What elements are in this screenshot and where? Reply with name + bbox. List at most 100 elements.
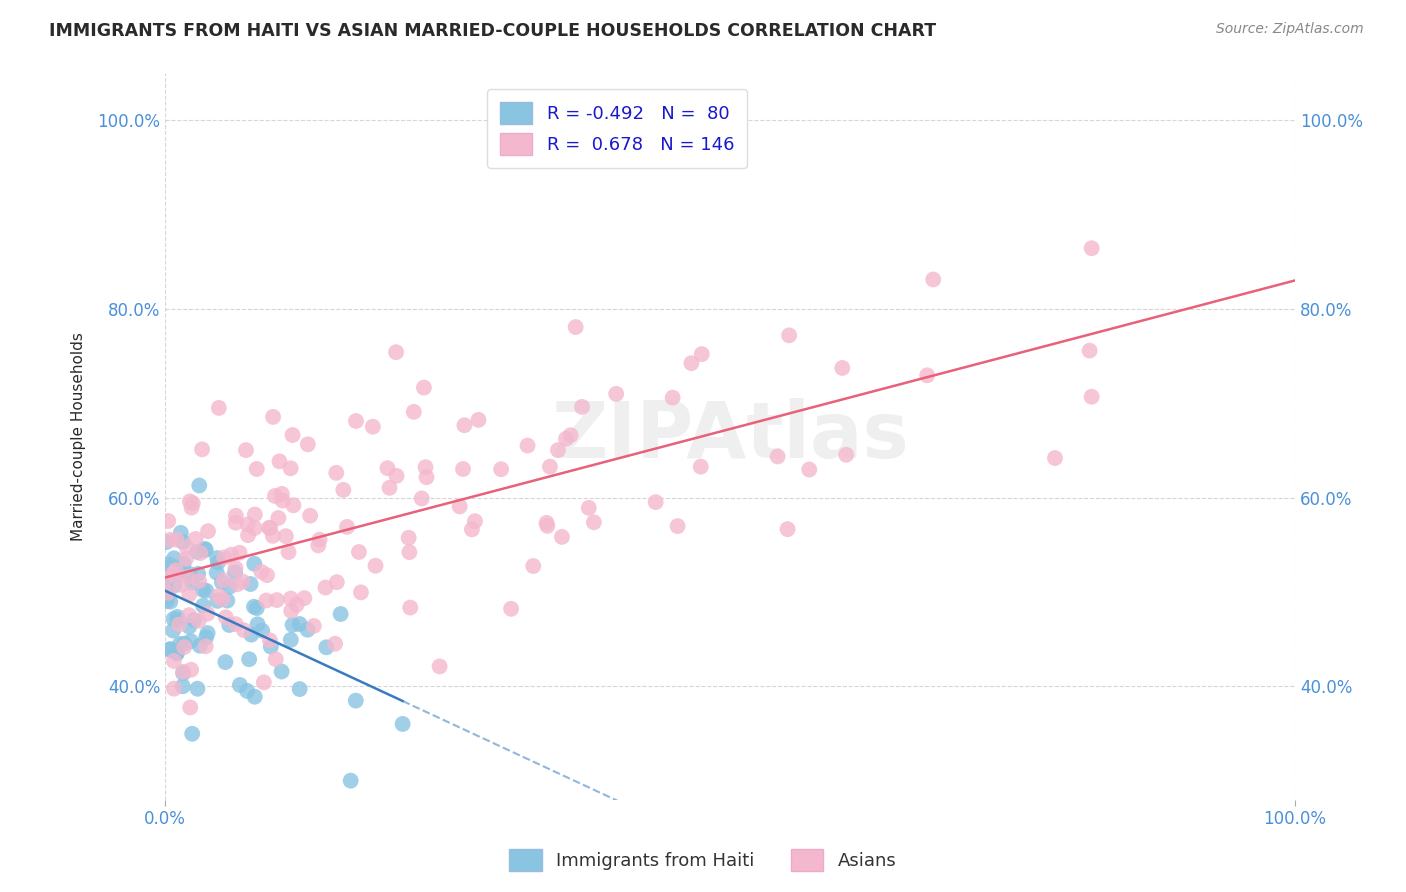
Point <box>253 675 276 690</box>
Point <box>194 640 217 654</box>
Point <box>243 690 266 704</box>
Point <box>666 519 689 533</box>
Point <box>159 560 181 574</box>
Point <box>326 575 349 590</box>
Point <box>277 545 299 559</box>
Point <box>325 466 347 480</box>
Point <box>415 460 437 475</box>
Point <box>243 557 266 571</box>
Point <box>224 566 246 580</box>
Point <box>336 520 359 534</box>
Point <box>267 511 290 525</box>
Point <box>194 542 217 557</box>
Point <box>207 594 229 608</box>
Point <box>329 607 352 621</box>
Point <box>157 514 180 528</box>
Point <box>536 519 558 533</box>
Point <box>226 577 249 591</box>
Point <box>156 571 179 585</box>
Point <box>262 529 284 543</box>
Point <box>254 593 277 607</box>
Point <box>228 546 250 560</box>
Point <box>225 516 247 530</box>
Point <box>180 500 202 515</box>
Point <box>766 450 789 464</box>
Point <box>224 561 246 575</box>
Point <box>235 443 257 458</box>
Point <box>172 679 194 693</box>
Point <box>689 459 711 474</box>
Point <box>195 583 218 598</box>
Point <box>181 496 204 510</box>
Point <box>232 623 254 637</box>
Point <box>350 585 373 599</box>
Point <box>197 607 219 621</box>
Point <box>302 619 325 633</box>
Point <box>177 608 200 623</box>
Point <box>167 563 190 577</box>
Point <box>163 654 186 668</box>
Point <box>236 517 259 532</box>
Point <box>246 601 269 615</box>
Point <box>776 522 799 536</box>
Point <box>163 612 186 626</box>
Point <box>661 391 683 405</box>
Point <box>690 347 713 361</box>
Point <box>831 361 853 376</box>
Point <box>281 618 304 632</box>
Point <box>250 624 273 638</box>
Point <box>188 546 211 560</box>
Point <box>467 413 489 427</box>
Point <box>280 604 302 618</box>
Point <box>551 530 574 544</box>
Point <box>501 602 523 616</box>
Point <box>429 659 451 673</box>
Point <box>156 568 179 582</box>
Point <box>1043 450 1066 465</box>
Point <box>191 582 214 597</box>
Point <box>167 613 190 627</box>
Point <box>578 500 600 515</box>
Point <box>560 428 582 442</box>
Point <box>681 356 703 370</box>
Point <box>184 532 207 546</box>
Point <box>238 652 260 666</box>
Point <box>262 409 284 424</box>
Point <box>218 618 240 632</box>
Point <box>538 459 561 474</box>
Point <box>217 593 239 607</box>
Point <box>172 665 194 679</box>
Point <box>159 642 181 657</box>
Point <box>236 684 259 698</box>
Point <box>191 599 214 613</box>
Point <box>246 462 269 476</box>
Point <box>170 525 193 540</box>
Point <box>288 617 311 632</box>
Point <box>243 508 266 522</box>
Point <box>173 640 195 655</box>
Point <box>232 574 254 589</box>
Point <box>308 533 330 547</box>
Point <box>385 345 408 359</box>
Point <box>176 541 198 555</box>
Point <box>166 646 188 660</box>
Point <box>229 678 252 692</box>
Point <box>547 443 569 458</box>
Point <box>280 461 302 475</box>
Point <box>236 528 259 542</box>
Point <box>179 494 201 508</box>
Point <box>377 461 399 475</box>
Point <box>246 617 269 632</box>
Point <box>344 693 367 707</box>
Point <box>605 387 627 401</box>
Point <box>259 521 281 535</box>
Point <box>197 524 219 538</box>
Point <box>205 566 228 580</box>
Point <box>451 462 474 476</box>
Point <box>211 575 233 590</box>
Point <box>391 717 413 731</box>
Point <box>166 610 188 624</box>
Point <box>297 437 319 451</box>
Point <box>347 545 370 559</box>
Legend: Immigrants from Haiti, Asians: Immigrants from Haiti, Asians <box>502 842 904 879</box>
